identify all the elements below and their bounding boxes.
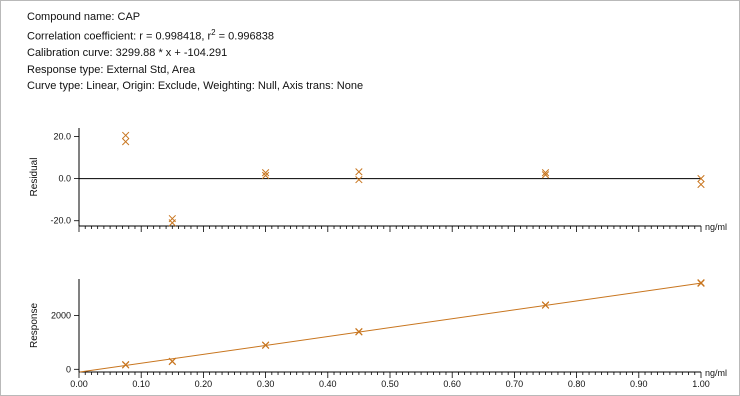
calibration-info: Compound name: CAP Correlation coefficie… [27,9,363,95]
calibration-curve: Calibration curve: 3299.88 * x + -104.29… [27,47,228,60]
response-point [541,301,550,309]
residual-point [697,180,705,189]
compound-name: Compound name: CAP [27,11,141,23]
residual-point [355,168,363,176]
response-type: Response type: External Std, Area [27,63,196,76]
residual-y-label: Residual [29,158,40,197]
response-x-tick-label: 0.80 [568,379,586,389]
response-x-tick-label: 0.90 [630,379,648,389]
response-x-tick-label: 0.50 [381,379,399,389]
residual-x-unit: ng/ml [705,222,727,232]
residual-point [541,169,550,177]
residual-point [261,171,270,180]
response-y-tick-label: 0 [66,364,71,374]
response-x-tick-label: 1.00 [692,379,710,389]
response-x-unit: ng/ml [705,368,727,378]
residual-y-tick-label: 0.0 [58,174,71,184]
response-point [168,357,176,365]
response-x-tick-label: 0.60 [443,379,461,389]
response-point [355,327,363,336]
response-x-tick-label: 0.10 [132,379,150,389]
residual-point [261,169,270,177]
residual-point [541,171,550,179]
residual-y-tick-label: -20.0 [50,216,71,226]
correlation-superscript: 2 [211,28,216,38]
residual-point [168,219,176,227]
response-y-tick-label: 2000 [51,310,71,320]
response-y-label: Response [29,303,40,348]
response-point [697,278,705,287]
residual-point [121,138,130,146]
response-point [261,341,270,349]
curve-type: Curve type: Linear, Origin: Exclude, Wei… [27,80,364,93]
response-x-tick-label: 0.40 [319,379,337,389]
residual-point [355,175,363,184]
calibration-fit-line [79,282,702,373]
response-point [121,360,130,369]
response-x-tick-label: 0.70 [506,379,524,389]
correlation-prefix: Correlation coefficient: r = 0.998418, r [27,31,212,44]
residual-point [121,131,130,140]
correlation-coefficient: Correlation coefficient: r = 0.998418, r… [27,25,363,45]
residual-point [697,174,705,183]
correlation-suffix: = 0.996838 [215,31,275,44]
response-x-tick-label: 0.00 [70,379,88,389]
residual-y-tick-label: 20.0 [53,131,71,141]
response-x-tick-label: 0.20 [195,379,213,389]
response-x-tick-label: 0.30 [257,379,275,389]
